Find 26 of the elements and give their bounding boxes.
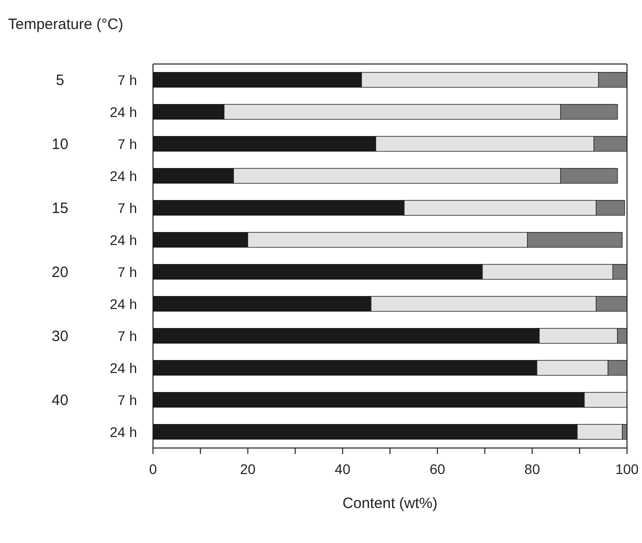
- y-tick-label: 7 h: [118, 200, 137, 216]
- text: 15: [52, 200, 68, 217]
- y-tick-label: 7 h: [118, 136, 137, 152]
- text: 20: [52, 264, 68, 281]
- y-tick-label: 24 h: [110, 104, 137, 120]
- text: 5: [56, 72, 64, 89]
- x-tick-label: 60: [430, 460, 446, 477]
- y-tick-label: 24 h: [110, 168, 137, 184]
- text: 40: [52, 392, 68, 409]
- y-tick-label: 24 h: [110, 360, 137, 376]
- y-tick-label: 7 h: [118, 264, 137, 280]
- y-tick-label: 24 h: [110, 424, 137, 440]
- y-axis-title: Temperature (°C): [8, 16, 124, 33]
- x-tick-label: 100: [615, 460, 639, 477]
- y-tick-label: 7 h: [118, 392, 137, 408]
- x-tick-label: 20: [240, 460, 256, 477]
- y-tick-label: 24 h: [110, 232, 137, 248]
- y-tick-label: 7 h: [118, 328, 137, 344]
- x-tick-label: 0: [149, 460, 158, 477]
- text: 10: [52, 136, 68, 153]
- x-tick-label: 40: [334, 460, 351, 477]
- y-tick-label: 24 h: [110, 296, 137, 312]
- x-tick-label: 80: [524, 460, 540, 477]
- x-axis-title: Content (wt%): [342, 495, 438, 512]
- text: 30: [52, 328, 68, 345]
- y-tick-label: 7 h: [118, 72, 137, 88]
